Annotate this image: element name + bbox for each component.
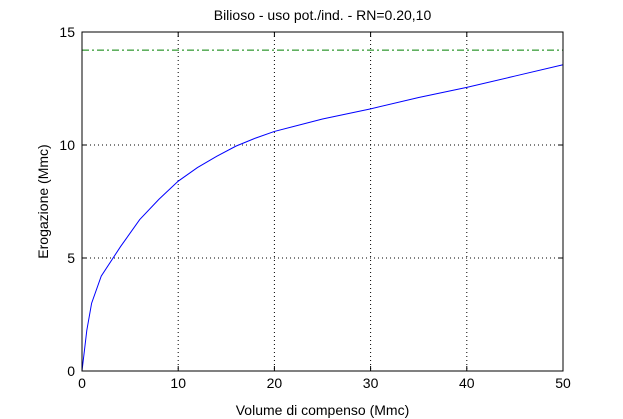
x-tick-label: 10 [170, 375, 186, 391]
chart-title: Bilioso - uso pot./ind. - RN=0.20,10 [214, 7, 432, 23]
y-tick-label: 15 [59, 24, 75, 40]
x-tick-label: 30 [363, 375, 379, 391]
erogazione-curve [81, 64, 564, 372]
y-tick-label: 0 [67, 363, 75, 379]
x-tick-label: 0 [78, 375, 86, 391]
x-tick-label: 20 [267, 375, 283, 391]
y-tick-label: 10 [59, 137, 75, 153]
plot-area [82, 32, 563, 371]
x-axis-label: Volume di compenso (Mmc) [236, 402, 410, 418]
grid [82, 32, 563, 371]
y-tick-label: 5 [67, 250, 75, 266]
plot-frame [81, 31, 564, 372]
series-group [81, 49, 564, 372]
ticks: 0 10 20 30 40 50 0 5 10 15 [59, 24, 571, 391]
y-axis-label: Erogazione (Mmc) [35, 144, 51, 258]
x-tick-label: 50 [555, 375, 571, 391]
x-tick-label: 40 [459, 375, 475, 391]
